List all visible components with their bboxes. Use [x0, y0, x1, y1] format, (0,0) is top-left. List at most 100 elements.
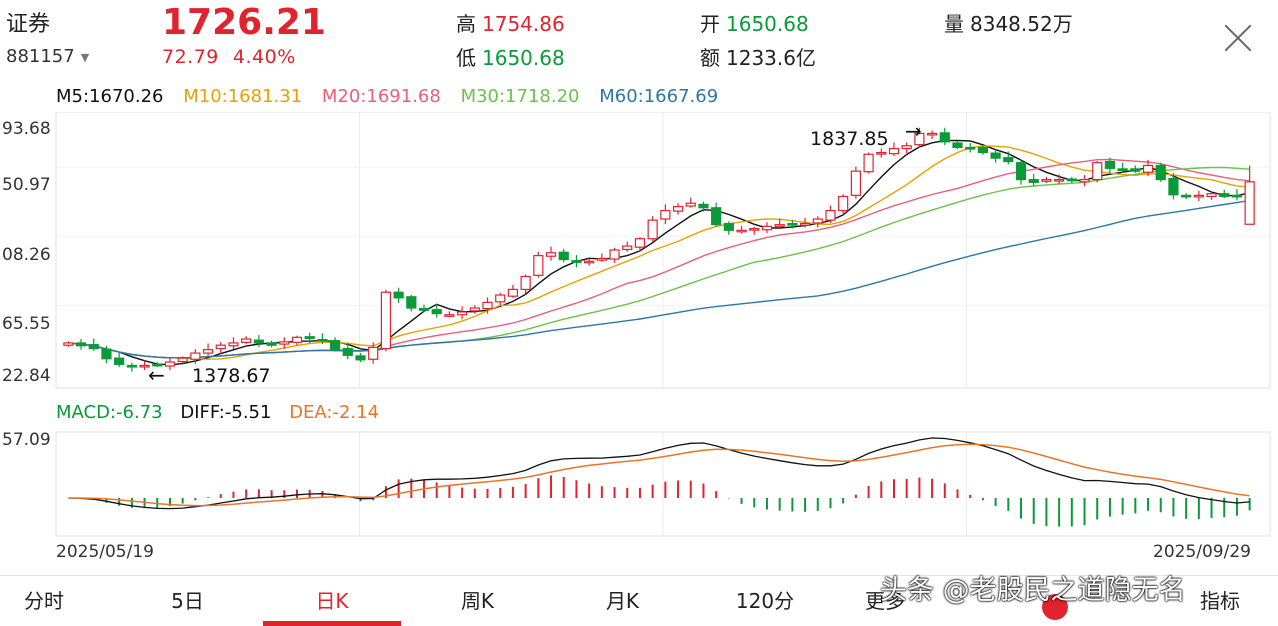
candle [1231, 194, 1243, 198]
start-date: 2025/05/19 [56, 542, 154, 562]
candle [647, 219, 658, 240]
macd-label: MACD:-6.73 [56, 402, 163, 423]
candle [1181, 194, 1192, 198]
candle [1092, 162, 1103, 181]
low-label: 低 [456, 46, 476, 70]
kline-chart[interactable]: 1837.85 → ← 1378.67 [0, 112, 1278, 392]
candle [177, 357, 188, 363]
candle [711, 207, 722, 226]
candle [469, 307, 480, 312]
stock-code: 881157 [6, 46, 75, 67]
candle [863, 153, 874, 173]
close-icon[interactable] [1218, 18, 1258, 58]
diff-label: DIFF:-5.51 [180, 402, 272, 423]
candle [190, 352, 201, 360]
tab-daily-k[interactable]: 日K [315, 589, 349, 613]
price-tick-5: 22.84 [2, 366, 51, 386]
low-stat: 低 1650.68 [456, 42, 565, 71]
candle [698, 203, 709, 209]
candle [482, 301, 493, 310]
tab-intraday[interactable]: 分时 [24, 589, 64, 613]
ma20-line [68, 158, 1250, 359]
candle [685, 202, 696, 207]
candle [406, 296, 417, 309]
candle [736, 229, 747, 233]
candle [101, 348, 112, 360]
candle [1054, 178, 1065, 182]
low-note-label: 1378.67 [192, 365, 271, 387]
candles [63, 127, 1255, 372]
candle [1117, 168, 1128, 171]
candle [838, 195, 849, 212]
tab-5day[interactable]: 5日 [171, 589, 204, 613]
ma10-label: M10:1681.31 [183, 86, 303, 107]
tab-weekly-k[interactable]: 周K [460, 589, 495, 613]
ma60-line [68, 199, 1250, 359]
candle [291, 336, 303, 343]
macd-grid [55, 431, 1271, 537]
candle [596, 257, 607, 261]
candle [749, 227, 760, 231]
candle [520, 275, 531, 291]
low-value: 1650.68 [482, 46, 565, 70]
last-price: 1726.21 [162, 2, 326, 43]
amount-stat: 额 1233.6亿 [700, 42, 816, 71]
candle [139, 364, 150, 368]
ma-legend: M5:1670.26 M10:1681.31 M20:1691.68 M30:1… [56, 86, 732, 107]
candle [418, 307, 430, 311]
candle [1130, 168, 1141, 172]
ma5-label: M5:1670.26 [56, 86, 164, 107]
price-tick-3: 08.26 [2, 245, 51, 265]
dea-line [68, 443, 1250, 507]
candle [660, 209, 671, 220]
ma30-line [68, 166, 1250, 359]
candle [1168, 177, 1179, 196]
ma-lines [68, 139, 1250, 366]
candle [977, 146, 989, 154]
candle [75, 342, 87, 347]
candle [152, 363, 163, 367]
high-label: 高 [456, 12, 476, 36]
tab-120min[interactable]: 120分 [735, 589, 795, 613]
candle [457, 311, 468, 316]
candle [1193, 194, 1204, 198]
right-arrow-icon: → [905, 119, 922, 143]
notification-dot-icon[interactable] [1042, 594, 1068, 620]
candle [901, 145, 912, 150]
candle [609, 249, 620, 260]
volume-stat: 量 8348.52万 [944, 8, 1073, 37]
candle [329, 340, 341, 351]
stock-name: 证券 [6, 12, 51, 37]
candle [215, 344, 226, 350]
change-percent: 4.40% [232, 46, 296, 68]
candle [279, 341, 290, 345]
candle [368, 346, 379, 360]
candle [507, 288, 519, 297]
candle [1142, 164, 1154, 173]
candle [355, 355, 366, 361]
candle [495, 294, 506, 303]
amount-value: 1233.6亿 [726, 46, 816, 70]
price-tick-2: 50.97 [2, 175, 51, 195]
candle [634, 238, 646, 248]
candle [266, 342, 277, 346]
candle [1219, 193, 1230, 198]
macd-chart[interactable] [0, 428, 1278, 540]
tab-monthly-k[interactable]: 月K [605, 589, 640, 613]
candle [876, 151, 887, 155]
tab-more[interactable]: 更多 [865, 589, 905, 613]
candle [1066, 178, 1077, 182]
ma10-line [68, 145, 1250, 360]
tab-indicator[interactable]: 指标 [1200, 589, 1240, 613]
diff-line [68, 437, 1250, 510]
candle [812, 218, 823, 224]
candle [393, 291, 404, 299]
end-date: 2025/09/29 [1153, 542, 1251, 562]
candle [952, 142, 963, 149]
candle [1028, 178, 1039, 184]
volume-label: 量 [944, 12, 964, 36]
candle [228, 342, 239, 347]
change-value: 72.79 [162, 46, 219, 68]
candle [1104, 160, 1116, 169]
stock-code-selector[interactable]: 881157 ▼ [6, 46, 89, 67]
